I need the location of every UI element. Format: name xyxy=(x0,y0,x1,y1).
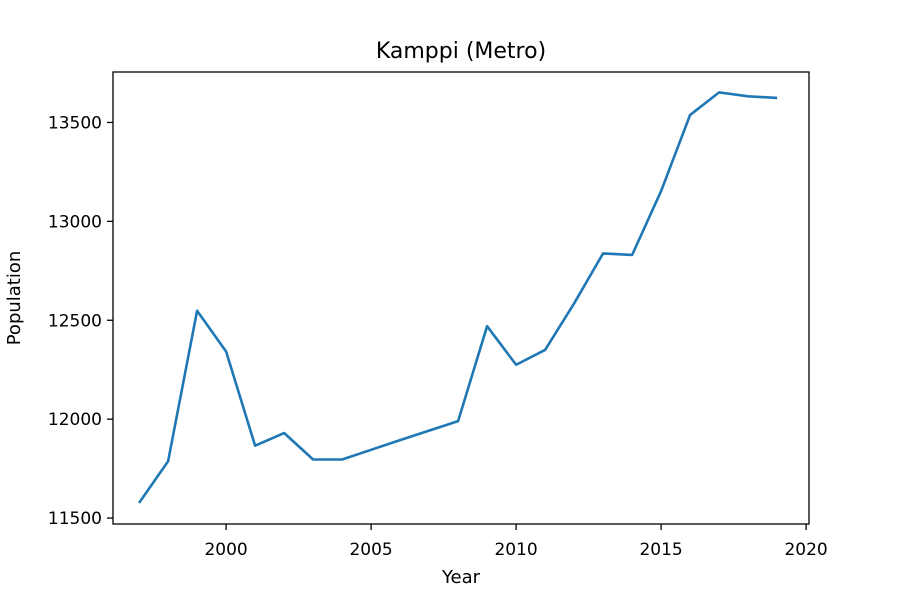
y-tick-label: 12500 xyxy=(48,311,102,331)
x-tick-label: 2020 xyxy=(784,540,827,560)
x-tick-label: 2005 xyxy=(349,540,392,560)
y-axis-label: Population xyxy=(4,251,25,346)
x-axis-label: Year xyxy=(441,567,481,588)
y-tick-label: 12000 xyxy=(48,410,102,430)
x-tick-label: 2015 xyxy=(639,540,682,560)
y-tick-label: 13500 xyxy=(48,113,102,133)
chart-title: Kamppi (Metro) xyxy=(376,39,546,64)
y-tick-label: 11500 xyxy=(48,509,102,529)
plot-frame xyxy=(112,71,810,525)
x-axis: 2000 2005 2010 2015 2020 xyxy=(204,524,828,560)
x-tick-label: 2010 xyxy=(494,540,537,560)
x-tick-label: 2000 xyxy=(204,540,247,560)
plot-area xyxy=(138,91,778,504)
y-axis: 11500 12000 12500 13000 13500 xyxy=(48,113,113,529)
y-tick-label: 13000 xyxy=(48,212,102,232)
series-line xyxy=(138,91,778,504)
